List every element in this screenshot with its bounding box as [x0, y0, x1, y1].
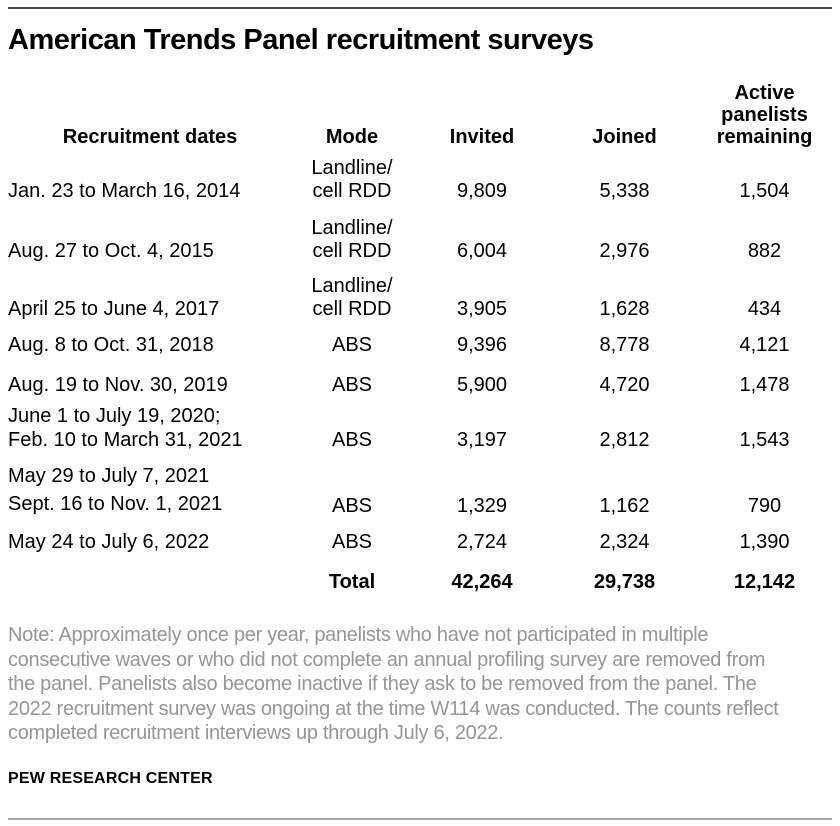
- cell-dates: Jan. 23 to March 16, 2014: [8, 180, 241, 202]
- bottom-divider: [8, 817, 832, 820]
- cell-active: 434: [747, 298, 782, 320]
- cell-active: 882: [747, 240, 782, 262]
- cell-mode: ABS: [331, 429, 373, 451]
- cell-mode: Landline/ cell RDD: [311, 275, 393, 320]
- top-divider: [8, 7, 832, 9]
- cell-invited: 3,197: [456, 429, 508, 451]
- cell-joined: 2,324: [599, 531, 650, 553]
- cell-invited: 3,905: [456, 298, 508, 320]
- cell-joined: 2,976: [599, 240, 650, 262]
- cell-active: 4,121: [739, 334, 790, 356]
- header-joined: Joined: [592, 126, 657, 148]
- cell-dates: Aug. 27 to Oct. 4, 2015: [8, 240, 214, 262]
- cell-mode: Landline/ cell RDD: [311, 157, 393, 202]
- cell-mode: ABS: [331, 495, 373, 517]
- note-line: 2022 recruitment survey was ongoing at t…: [8, 697, 779, 720]
- cell-dates: May 29 to July 7, 2021 Sept. 16 to Nov. …: [8, 465, 223, 515]
- header-active-panelists-remaining: Active panelists remaining: [716, 82, 813, 148]
- table-row: Aug. 19 to Nov. 30, 2019 ABS 5,900 4,720…: [8, 364, 832, 404]
- total-invited: 42,264: [451, 571, 513, 593]
- table-row: Aug. 8 to Oct. 31, 2018 ABS 9,396 8,778 …: [8, 328, 832, 364]
- total-active: 12,142: [733, 571, 796, 593]
- cell-joined: 5,338: [599, 180, 650, 202]
- cell-mode: ABS: [331, 374, 373, 396]
- cell-dates: Aug. 8 to Oct. 31, 2018: [8, 334, 214, 356]
- cell-dates: June 1 to July 19, 2020; Feb. 10 to Marc…: [8, 405, 243, 451]
- table-row: Aug. 27 to Oct. 4, 2015 Landline/ cell R…: [8, 210, 832, 270]
- table-header-row: Recruitment dates Mode Invited Joined Ac…: [8, 75, 832, 150]
- table-row: Jan. 23 to March 16, 2014 Landline/ cell…: [8, 150, 832, 210]
- table-row: June 1 to July 19, 2020; Feb. 10 to Marc…: [8, 404, 832, 459]
- header-invited: Invited: [449, 126, 515, 148]
- note-line: the panel. Panelists also become inactiv…: [8, 673, 757, 695]
- cell-active: 1,543: [739, 429, 790, 451]
- note-line: Note: Approximately once per year, panel…: [8, 624, 709, 646]
- report-figure: American Trends Panel recruitment survey…: [0, 7, 840, 820]
- cell-active: 1,504: [739, 180, 790, 202]
- table-total-row: Total 42,264 29,738 12,142: [8, 561, 832, 601]
- cell-dates: May 24 to July 6, 2022: [8, 531, 210, 553]
- cell-joined: 8,778: [599, 334, 650, 356]
- cell-dates-empty: [8, 561, 292, 601]
- cell-active: 1,390: [739, 531, 790, 553]
- note-line: consecutive waves or who did not complet…: [8, 648, 766, 671]
- recruitment-table: Recruitment dates Mode Invited Joined Ac…: [8, 75, 832, 601]
- source-label: PEW RESEARCH CENTER: [8, 769, 213, 787]
- table-row: May 29 to July 7, 2021 Sept. 16 to Nov. …: [8, 459, 832, 525]
- cell-active: 790: [747, 495, 782, 517]
- total-label: Total: [328, 571, 376, 593]
- cell-invited: 2,724: [456, 531, 508, 553]
- cell-dates: Aug. 19 to Nov. 30, 2019: [8, 374, 228, 396]
- cell-invited: 6,004: [456, 240, 508, 262]
- header-mode: Mode: [325, 126, 379, 148]
- header-recruitment-dates: Recruitment dates: [62, 126, 238, 148]
- cell-joined: 4,720: [599, 374, 650, 396]
- cell-mode: ABS: [331, 531, 373, 553]
- cell-dates: April 25 to June 4, 2017: [8, 298, 220, 320]
- table-row: May 24 to July 6, 2022 ABS 2,724 2,324 1…: [8, 525, 832, 561]
- table-row: April 25 to June 4, 2017 Landline/ cell …: [8, 270, 832, 328]
- figure-title: American Trends Panel recruitment survey…: [8, 24, 594, 56]
- cell-joined: 1,628: [599, 298, 650, 320]
- figure-note: Note: Approximately once per year, panel…: [8, 623, 832, 746]
- total-joined: 29,738: [593, 571, 656, 593]
- cell-mode: ABS: [331, 334, 373, 356]
- cell-invited: 5,900: [456, 374, 508, 396]
- cell-invited: 1,329: [456, 495, 508, 517]
- cell-invited: 9,396: [456, 334, 508, 356]
- cell-joined: 1,162: [599, 495, 650, 517]
- cell-invited: 9,809: [456, 180, 508, 202]
- cell-active: 1,478: [739, 374, 790, 396]
- cell-joined: 2,812: [599, 429, 650, 451]
- cell-mode: Landline/ cell RDD: [311, 217, 393, 262]
- note-line: completed recruitment interviews up thro…: [8, 722, 504, 744]
